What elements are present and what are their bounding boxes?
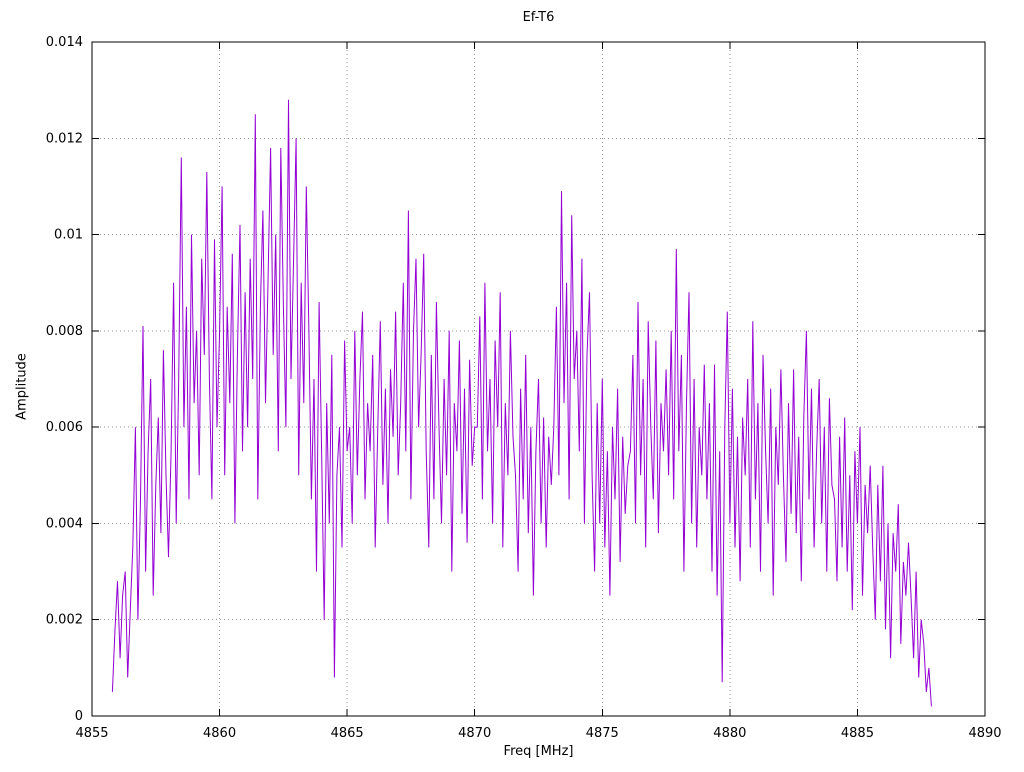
y-tick-label: 0.008 [46, 324, 83, 339]
plot-border [91, 41, 986, 717]
x-tick-label: 4865 [331, 726, 364, 741]
x-tick-label: 4880 [713, 726, 746, 741]
y-tick-label: 0.014 [46, 35, 83, 50]
y-tick-label: 0.012 [46, 131, 83, 146]
chart-title: Ef-T6 [522, 10, 555, 25]
x-tick-label: 4860 [203, 726, 236, 741]
x-tick-label: 4870 [458, 726, 491, 741]
x-tick-label: 4890 [968, 726, 1001, 741]
x-axis-label: Freq [MHz] [503, 744, 574, 759]
y-tick-label: 0 [75, 709, 83, 724]
y-tick-label: 0.004 [46, 516, 83, 531]
y-tick-label: 0.002 [46, 613, 83, 628]
y-axis-label: Amplitude [14, 353, 30, 420]
y-tick-label: 0.006 [46, 420, 83, 435]
x-tick-label: 4875 [586, 726, 619, 741]
x-tick-label: 4885 [841, 726, 874, 741]
y-tick-label: 0.01 [54, 228, 83, 243]
spectrum-line [111, 99, 932, 707]
x-tick-label: 4855 [75, 726, 108, 741]
